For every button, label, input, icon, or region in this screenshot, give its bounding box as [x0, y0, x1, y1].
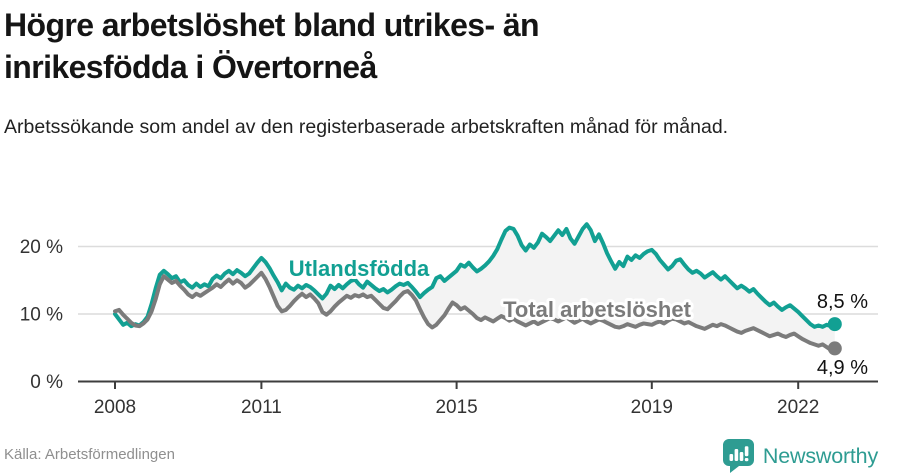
series-line-total	[113, 270, 837, 352]
x-tick-label: 2008	[94, 397, 136, 418]
x-tick-label: 2022	[777, 397, 819, 418]
page-title: Högre arbetslöshet bland utrikes- än inr…	[4, 4, 874, 88]
title-line-2: inrikesfödda i Övertorneå	[4, 49, 377, 85]
x-tick-label: 2019	[631, 397, 673, 418]
chart-subtitle: Arbetssökande som andel av den registerb…	[4, 116, 729, 138]
series-end-dot	[827, 341, 842, 356]
chart-bubble-icon	[722, 439, 754, 473]
series-end-dot	[827, 317, 842, 332]
newsworthy-logo: Newsworthy	[722, 438, 878, 474]
source-note: Källa: Arbetsförmedlingen	[4, 446, 175, 463]
series-line-utlandsfodda	[113, 222, 837, 329]
x-tick-label: 2015	[435, 397, 477, 418]
series-label-utlandsfodda: Utlandsfödda	[289, 256, 430, 281]
series-end-label: 8,5 %	[817, 291, 868, 313]
y-tick-label: 10 %	[20, 305, 63, 326]
series-label-total: Total arbetslöshet	[503, 297, 692, 322]
x-tick-label: 2011	[241, 397, 282, 418]
brand-wordmark: Newsworthy	[762, 443, 878, 468]
y-tick-label: 20 %	[20, 237, 63, 258]
y-tick-label: 0 %	[30, 372, 63, 393]
series-end-label: 4,9 %	[817, 357, 868, 379]
title-line-1: Högre arbetslöshet bland utrikes- än	[4, 7, 540, 43]
